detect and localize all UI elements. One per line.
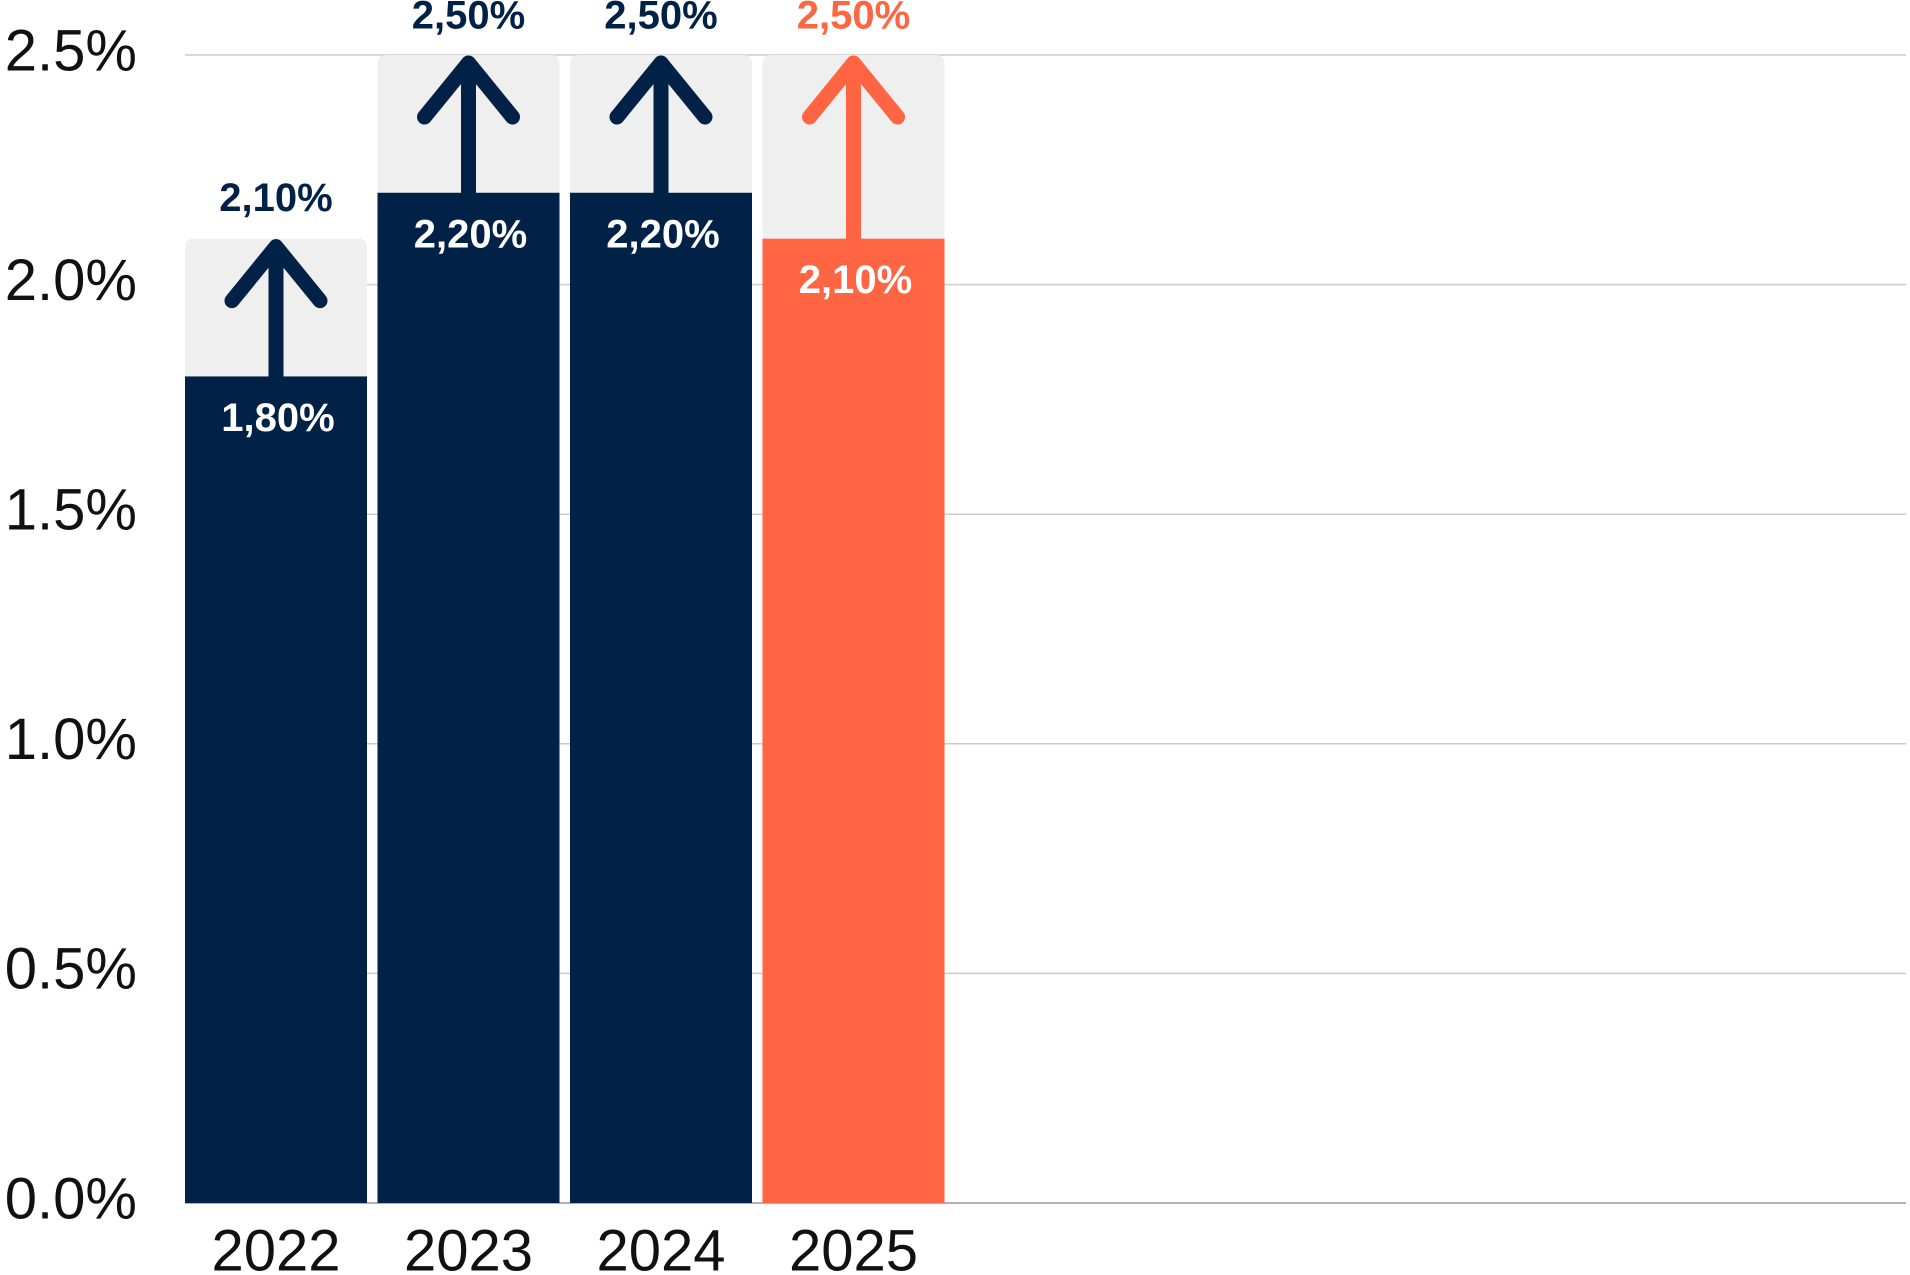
- arrow: [224, 239, 328, 384]
- arrow: [802, 55, 905, 247]
- y-tick-label: 2.0%: [5, 248, 137, 313]
- value-label: 2,20%: [606, 212, 719, 256]
- x-tick-label: 2024: [596, 1218, 725, 1275]
- value-label: 2,20%: [414, 212, 527, 256]
- target-label: 2,50%: [797, 0, 910, 38]
- x-tick-label: 2023: [404, 1218, 533, 1275]
- y-tick-label: 0.5%: [5, 937, 137, 1002]
- value-label: 1,80%: [221, 396, 334, 440]
- y-tick-label: 0.0%: [5, 1166, 137, 1231]
- y-tick-label: 2.5%: [5, 18, 137, 83]
- bar: [762, 238, 945, 1203]
- target-label: 2,50%: [412, 0, 525, 38]
- target-label: 2,10%: [219, 176, 332, 220]
- arrow: [609, 55, 713, 201]
- bar: [570, 192, 752, 1203]
- y-tick-label: 1.5%: [5, 478, 137, 543]
- x-tick-label: 2025: [789, 1218, 918, 1275]
- y-tick-label: 1.0%: [5, 707, 137, 772]
- value-label: 2,10%: [799, 258, 912, 302]
- bar: [377, 192, 560, 1203]
- arrow: [417, 55, 520, 201]
- target-label: 2,50%: [604, 0, 717, 38]
- x-tick-label: 2022: [211, 1218, 340, 1275]
- bar: [185, 376, 367, 1203]
